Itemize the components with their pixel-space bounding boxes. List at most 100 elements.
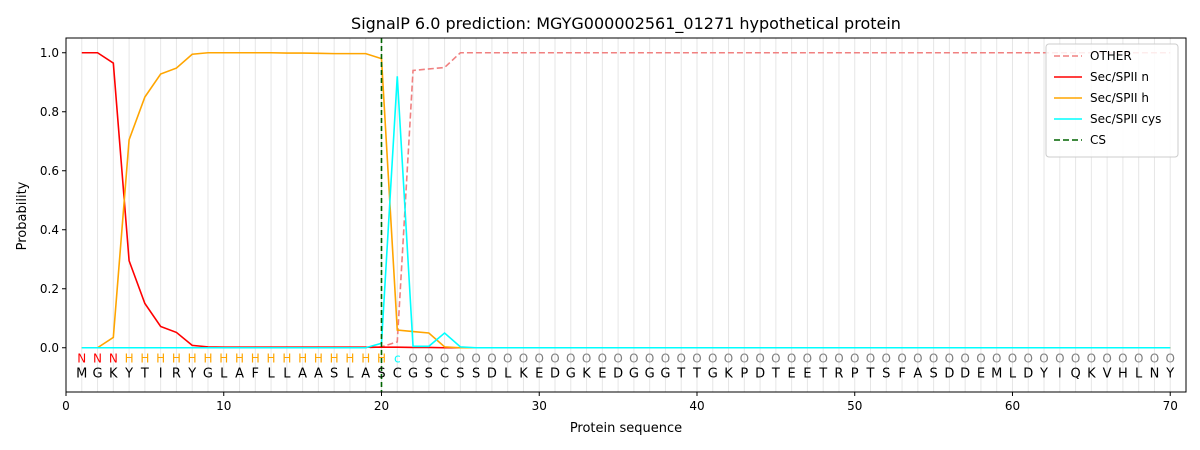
plot-area: NMNGNKHYHTHIHRHYHGHLHAHFHLHLHAHAHSHLHAHS… [40,37,1187,413]
y-tick-label: 0.2 [40,282,59,296]
residue-label: O [882,352,891,366]
residue-label: O [661,352,670,366]
y-axis-label: Probability [15,181,30,250]
residue-label: O [550,352,559,366]
sequence-letter: Q [1070,366,1080,381]
residue-label: O [724,352,733,366]
x-tick-label: 0 [62,399,70,413]
y-tick-label: 0.0 [40,341,59,355]
residue-label: N [109,352,118,366]
sequence-letter: T [140,366,149,381]
residue-label: H [251,352,260,366]
sequence-letter: L [283,366,291,381]
residue-label: O [1039,352,1048,366]
sequence-letter: T [866,366,875,381]
residue-label: H [140,352,149,366]
residue-label: H [235,352,244,366]
sequence-letter: G [629,366,639,381]
residue-label: H [267,352,276,366]
sequence-letter: D [960,366,970,381]
residue-label: O [424,352,433,366]
sequence-letter: F [898,366,905,381]
sequence-letter: L [1135,366,1143,381]
x-axis-label: Protein sequence [570,421,682,436]
residue-label: H [345,352,354,366]
series-line-0 [81,51,1171,349]
residue-label: H [125,352,134,366]
residue-label: N [77,352,86,366]
sequence-letter: E [803,366,811,381]
sequence-letter: S [425,366,433,381]
x-tick-label: 40 [689,399,704,413]
residue-label: O [692,352,701,366]
sequence-letter: F [252,366,259,381]
sequence-letter: A [298,366,307,381]
sequence-letter: K [724,366,733,381]
sequence-letter: D [755,366,765,381]
x-tick-label: 10 [216,399,231,413]
legend-label: Sec/SPII cys [1090,112,1161,126]
residue-label: O [519,352,528,366]
residue-label: H [282,352,291,366]
y-tick-label: 0.8 [40,105,59,119]
sequence-letter: Y [1039,366,1048,381]
residue-label: O [945,352,954,366]
chart-title: SignalP 6.0 prediction: MGYG000002561_01… [351,14,901,34]
legend-label: CS [1090,133,1106,147]
sequence-letter: A [314,366,323,381]
sequence-letter: L [220,366,228,381]
y-tick-label: 1.0 [40,46,59,60]
sequence-letter: T [818,366,827,381]
residue-label: O [440,352,449,366]
sequence-letter: L [346,366,354,381]
residue-label: O [613,352,622,366]
residue-label: O [1071,352,1080,366]
sequence-letter: E [788,366,796,381]
sequence-letter: S [456,366,464,381]
sequence-letter: E [977,366,985,381]
sequence-letter: V [1103,366,1112,381]
sequence-letter: H [1118,366,1128,381]
x-tick-label: 70 [1163,399,1178,413]
sequence-letter: S [929,366,937,381]
residue-label: O [456,352,465,366]
sequence-letter: Y [1165,366,1174,381]
residue-label: O [708,352,717,366]
sequence-letter: S [377,366,385,381]
residue-label: H [298,352,307,366]
sequence-letter: C [393,366,402,381]
residue-label: H [377,352,386,366]
residue-label: O [913,352,922,366]
residue-label: O [471,352,480,366]
sequence-letter: K [1087,366,1096,381]
sequence-letter: L [267,366,275,381]
sequence-letter: N [1150,366,1160,381]
sequence-letter: E [535,366,543,381]
sequence-letter: M [991,366,1002,381]
y-tick-label: 0.4 [40,223,59,237]
sequence-letter: K [582,366,591,381]
sequence-letter: Y [187,366,196,381]
sequence-letter: K [519,366,528,381]
sequence-letter: R [172,366,181,381]
residue-label: O [1055,352,1064,366]
sequence-letter: I [159,366,163,381]
residue-label: O [755,352,764,366]
sequence-letter: R [834,366,843,381]
residue-label: H [203,352,212,366]
series-line-1 [81,51,1171,349]
sequence-letter: A [913,366,922,381]
sequence-letter: Y [124,366,133,381]
residue-label: O [676,352,685,366]
residue-label: O [850,352,859,366]
sequence-letter: A [235,366,244,381]
sequence-letter: I [1058,366,1062,381]
sequence-letter: G [408,366,418,381]
residue-label: O [866,352,875,366]
sequence-letter: G [566,366,576,381]
series-line-3 [81,76,1171,349]
residue-label: H [314,352,323,366]
sequence-letter: A [361,366,370,381]
sequence-letter: G [660,366,670,381]
